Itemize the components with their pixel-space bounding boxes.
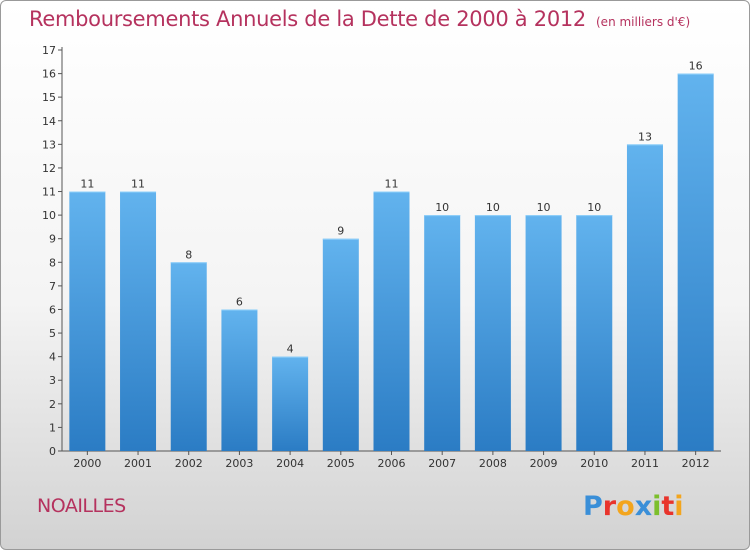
data-label: 11: [385, 178, 399, 191]
x-tick-label: 2003: [225, 457, 253, 470]
y-tick-label: 11: [42, 186, 56, 199]
y-tick-label: 0: [49, 445, 56, 458]
x-tick-label: 2001: [124, 457, 152, 470]
bar-2004: [272, 356, 309, 451]
x-tick-label: 2011: [631, 457, 659, 470]
bar-2009: [525, 215, 562, 451]
x-tick-label: 2004: [276, 457, 304, 470]
data-label: 10: [537, 201, 551, 214]
y-tick-label: 3: [49, 374, 56, 387]
x-tick-label: 2010: [580, 457, 608, 470]
bar-2010: [576, 215, 613, 451]
y-tick-label: 1: [49, 421, 56, 434]
logo-letter: t: [661, 491, 675, 522]
bar-2000: [69, 191, 106, 451]
y-tick-label: 13: [42, 138, 56, 151]
data-label: 4: [287, 343, 294, 356]
x-tick-label: 2002: [175, 457, 203, 470]
y-tick-label: 17: [42, 44, 56, 57]
logo-letter: x: [634, 491, 653, 522]
logo-letter: i: [652, 491, 662, 522]
y-tick-label: 16: [42, 68, 56, 81]
x-tick-label: 2007: [428, 457, 456, 470]
bar-2007: [424, 215, 461, 451]
bar-2012: [677, 73, 714, 452]
bar-2003: [221, 309, 258, 451]
y-tick-label: 10: [42, 209, 56, 222]
y-tick-label: 9: [49, 233, 56, 246]
data-label: 10: [486, 201, 500, 214]
commune-name: NOAILLES: [37, 495, 126, 517]
y-tick-label: 8: [49, 256, 56, 269]
data-label: 11: [131, 178, 145, 191]
x-tick-label: 2005: [327, 457, 355, 470]
bar-2008: [474, 215, 511, 451]
data-label: 11: [80, 178, 94, 191]
data-label: 10: [587, 201, 601, 214]
x-tick-label: 2008: [479, 457, 507, 470]
x-tick-label: 2009: [530, 457, 558, 470]
data-label: 10: [435, 201, 449, 214]
data-label: 6: [236, 295, 243, 308]
logo-letter: o: [616, 491, 635, 522]
y-tick-label: 7: [49, 280, 56, 293]
y-tick-label: 12: [42, 162, 56, 175]
unit-note: (en milliers d'€): [596, 15, 691, 29]
x-tick-label: 2006: [378, 457, 406, 470]
y-tick-label: 2: [49, 398, 56, 411]
y-tick-label: 15: [42, 91, 56, 104]
data-label: 9: [337, 225, 344, 238]
y-tick-label: 4: [49, 351, 56, 364]
data-label: 13: [638, 130, 652, 143]
bar-2005: [322, 238, 359, 451]
bar-2011: [626, 144, 663, 451]
logo-letter: i: [674, 491, 684, 522]
x-tick-label: 2012: [682, 457, 710, 470]
bar-2001: [120, 191, 157, 451]
x-tick-label: 2000: [73, 457, 101, 470]
bar-2002: [170, 262, 207, 451]
logo-letter: P: [583, 491, 603, 522]
bar-2006: [373, 191, 410, 451]
y-tick-label: 6: [49, 303, 56, 316]
chart-title: Remboursements Annuels de la Dette de 20…: [29, 7, 690, 31]
logo-letter: r: [602, 491, 617, 522]
data-label: 16: [689, 60, 703, 73]
y-tick-label: 14: [42, 115, 56, 128]
y-tick-label: 5: [49, 327, 56, 340]
title-text: Remboursements Annuels de la Dette de 20…: [29, 7, 586, 31]
proxiti-logo: Proxiti: [583, 491, 684, 522]
data-label: 8: [185, 248, 192, 261]
